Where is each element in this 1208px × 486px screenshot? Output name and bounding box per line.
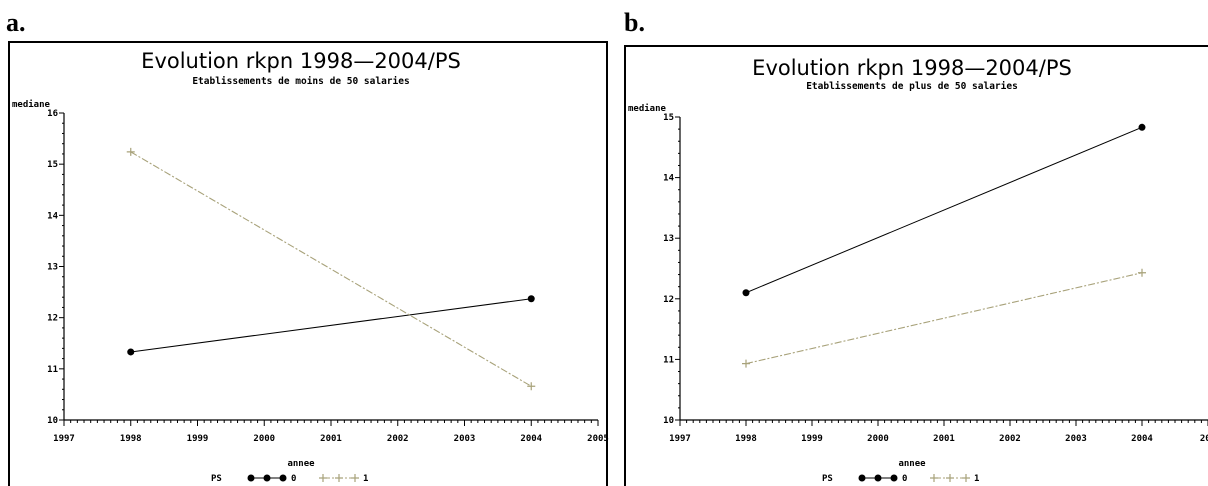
x-tick-label: 1997 <box>53 434 75 444</box>
panel-a-letter: a. <box>6 8 26 37</box>
chart-title: Evolution rkpn 1998—2004/PS <box>752 56 1072 80</box>
x-tick-label: 2003 <box>1065 434 1087 444</box>
legend-1-marker <box>319 474 327 482</box>
x-tick-label: 1997 <box>669 434 691 444</box>
legend-0-marker <box>263 474 271 482</box>
x-tick-label: 2003 <box>454 434 476 444</box>
series-1-point <box>527 382 536 391</box>
legend-1-label: 1 <box>363 474 368 484</box>
legend-0-marker <box>874 474 882 482</box>
legend-1-marker <box>335 474 343 482</box>
y-tick-label: 11 <box>47 365 58 375</box>
series-0-point <box>742 289 750 297</box>
legend-1-marker <box>351 474 359 482</box>
legend-0-marker <box>858 474 866 482</box>
legend-0-marker <box>247 474 255 482</box>
legend-1-marker <box>946 474 954 482</box>
legend-1-marker <box>930 474 938 482</box>
x-tick-label: 1999 <box>801 434 823 444</box>
series-0-point <box>527 295 535 303</box>
x-tick-label: 2001 <box>320 434 342 444</box>
y-tick-label: 14 <box>663 174 674 184</box>
legend-title: PS <box>822 474 833 484</box>
legend-title: PS <box>211 474 222 484</box>
x-tick-label: 1998 <box>120 434 142 444</box>
x-tick-label: 200 <box>1200 434 1208 444</box>
x-tick-label: 2000 <box>253 434 275 444</box>
y-tick-label: 12 <box>663 295 674 305</box>
x-tick-label: 2001 <box>933 434 955 444</box>
x-tick-label: 2002 <box>387 434 409 444</box>
panel-b-letter: b. <box>624 8 645 37</box>
legend-0-marker <box>279 474 287 482</box>
x-tick-label: 2000 <box>867 434 889 444</box>
series-0-point <box>127 348 135 356</box>
y-tick-label: 15 <box>663 113 674 123</box>
x-tick-label: 1999 <box>187 434 209 444</box>
series-1-point <box>126 147 135 156</box>
series-0-line <box>130 298 532 353</box>
x-axis-label: annee <box>287 459 315 469</box>
y-tick-label: 13 <box>663 234 674 244</box>
y-tick-label: 15 <box>47 160 58 170</box>
legend-1-label: 1 <box>974 474 979 484</box>
x-axis-label: annee <box>898 459 926 469</box>
x-tick-label: 2004 <box>520 434 542 444</box>
y-tick-label: 13 <box>47 263 58 273</box>
chart-title: Evolution rkpn 1998—2004/PS <box>141 49 461 73</box>
y-tick-label: 11 <box>663 355 674 365</box>
series-0-point <box>1138 123 1146 131</box>
y-tick-label: 12 <box>47 314 58 324</box>
chart-subtitle: Etablissements de plus de 50 salaries <box>806 81 1018 92</box>
y-axis-label: mediane <box>12 99 51 110</box>
series-1-point <box>1138 268 1146 277</box>
series-1-line <box>130 151 532 387</box>
series-0-line <box>745 126 1143 294</box>
series-1-point <box>742 359 750 368</box>
chart-b-frame <box>624 45 1208 486</box>
y-tick-label: 14 <box>47 211 58 221</box>
legend-0-marker <box>890 474 898 482</box>
chart-subtitle: Etablissements de moins de 50 salaries <box>192 76 409 87</box>
x-tick-label: 2002 <box>999 434 1021 444</box>
legend-0-label: 0 <box>291 474 296 484</box>
y-tick-label: 10 <box>663 416 674 426</box>
legend-1-marker <box>962 474 970 482</box>
x-tick-label: 1998 <box>735 434 757 444</box>
x-tick-label: 2005 <box>587 434 609 444</box>
y-axis-label: mediane <box>628 103 667 114</box>
legend-0-label: 0 <box>902 474 907 484</box>
y-tick-label: 16 <box>47 109 58 119</box>
chart-a-frame <box>8 41 608 486</box>
x-tick-label: 2004 <box>1131 434 1153 444</box>
series-1-line <box>745 272 1143 365</box>
y-tick-label: 10 <box>47 416 58 426</box>
